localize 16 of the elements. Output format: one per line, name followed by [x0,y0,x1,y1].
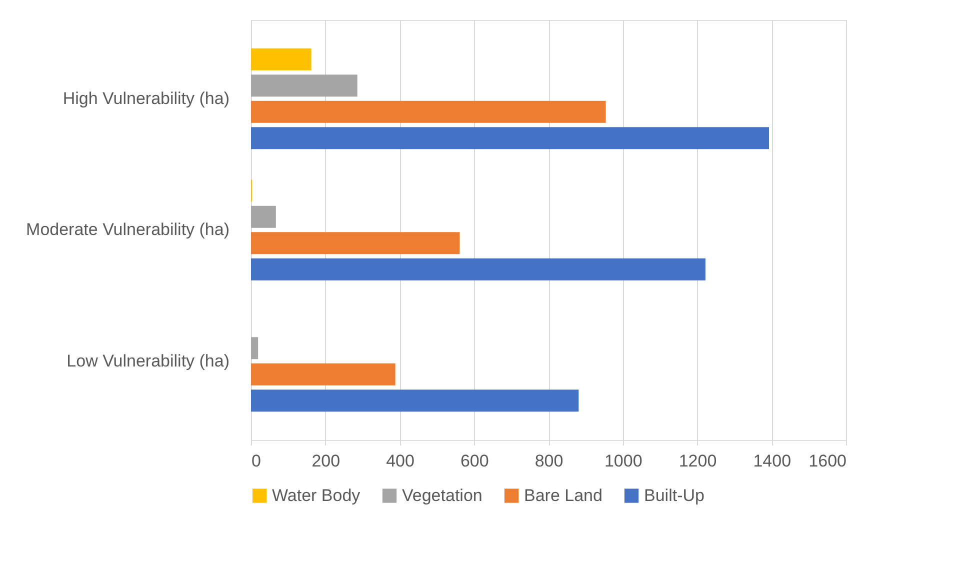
y-tick-label: Low Vulnerability (ha) [66,351,230,370]
legend-label: Bare Land [524,486,602,505]
legend-label: Built-Up [644,486,704,505]
legend-label: Water Body [272,486,361,505]
x-tick-label: 1400 [753,452,792,470]
x-tick-label: 1200 [678,452,717,470]
y-tick-label: High Vulnerability (ha) [62,88,230,108]
x-tick-label: 400 [386,452,414,470]
x-tick-label: 200 [312,452,340,470]
y-tick-label: Moderate Vulnerability (ha) [26,220,230,239]
x-tick-label: 800 [534,452,564,470]
x-tick-label: 600 [460,452,489,470]
x-tick-label: 1600 [808,452,846,470]
x-tick-label: 1000 [604,452,642,470]
x-tick-label: 0 [252,452,261,470]
legend-label: Vegetation [402,486,482,505]
